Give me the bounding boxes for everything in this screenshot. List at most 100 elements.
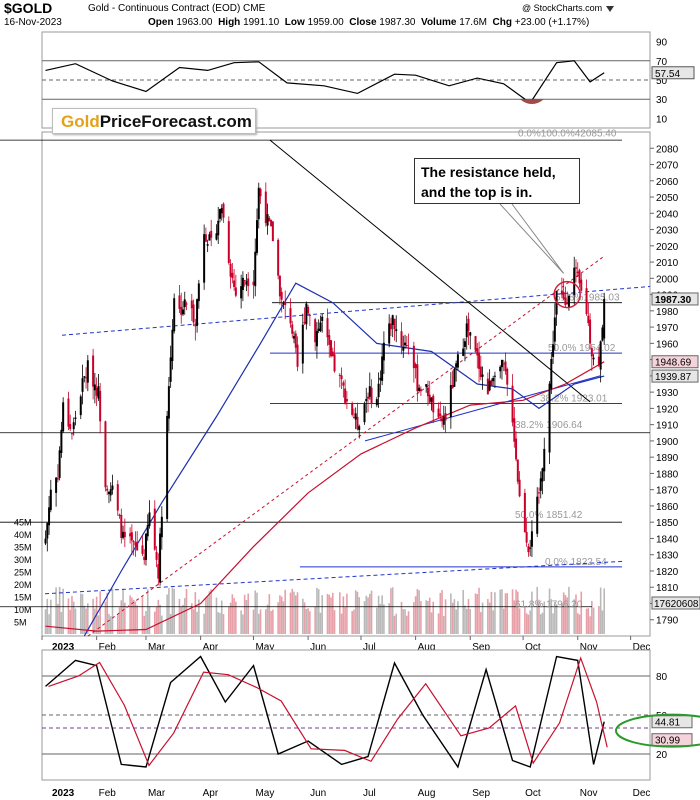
candle-body [266,214,269,226]
price-tick-label-21: 2000 [656,274,679,285]
stoch-x-label-8: Sep [472,788,490,799]
volume-bar [363,601,366,634]
candle-body [85,377,88,379]
stoch-d-line [48,656,608,767]
open-value: 1963.00 [176,17,213,28]
candle-body [167,386,170,419]
volume-bar [233,598,235,634]
volume-bar [592,607,595,634]
candle-body [123,531,126,538]
chart-date: 16-Nov-2023 [4,17,62,28]
volume-bar [326,593,329,634]
stoch-x-label-7: Aug [418,788,436,799]
candle-body [453,368,456,387]
candle-body [550,358,553,389]
stockcharts-credit[interactable]: @ StockCharts.com [522,3,615,13]
candle-body [204,234,207,242]
stoch-x-label-3: Apr [203,788,219,799]
candle-body [116,484,119,511]
candle-body [222,203,225,218]
volume-bar [46,598,49,634]
volume-bar [481,602,484,634]
volume-bar [562,592,565,634]
green-highlight-ellipse [615,713,700,748]
candle-body [321,316,324,322]
candle-body [143,556,146,561]
volume-bar [552,613,554,634]
volume-bar [124,602,126,634]
volume-bar [303,602,306,634]
volume-bar [268,594,271,634]
candle-body [474,336,477,351]
candle-body [181,309,184,315]
dropdown-arrow-icon[interactable] [606,5,615,12]
logo-gold: Gold [61,112,100,131]
stoch-tick-label-2: 80 [656,672,668,683]
volume-bar [568,586,570,634]
candle-body [86,360,89,383]
volume-bar [487,599,489,634]
candle-body [233,280,236,288]
candle-body [506,369,509,385]
candle-body [340,375,343,380]
volume-bar [328,594,331,634]
volume-value: 17.6M [459,17,487,28]
volume-bar [302,598,304,634]
logo-priceforecast: PriceForecast.com [99,112,252,131]
volume-bar [219,612,221,634]
candle-body [48,507,51,526]
candle-body [523,492,526,533]
volume-bar [92,598,94,634]
candle-body [338,374,341,376]
volume-bar [450,593,452,634]
candle-body [218,208,221,219]
candle-body [120,515,123,538]
fib-label-5: 0.0% 1822.54 [545,557,607,568]
rsi-tick-label-0: 10 [656,114,668,125]
rsi-last-value: 57.54 [655,69,680,80]
candle-body [449,385,452,418]
volume-bar [111,588,114,634]
volume-bar [67,598,70,634]
volume-bar [418,590,420,634]
candle-body [552,344,555,357]
candle-body [256,220,259,253]
downtrend-line [269,139,591,403]
rsi-tick-label-2: 50 [656,76,668,87]
volume-bar [83,605,86,634]
candle-body [289,308,292,324]
candle-body [144,533,147,560]
volume-bar [72,601,75,634]
candle-body [382,342,385,361]
candle-body [548,383,551,453]
stoch-value-1: 44.81 [655,718,680,729]
volume-bar [50,599,52,634]
volume-label: Volume [421,17,457,28]
stoch-x-label-4: May [255,788,274,799]
candle-body [97,386,100,399]
candle-body [206,244,209,246]
candle-body [192,304,195,323]
volume-bar [543,601,546,634]
volume-bar [134,601,137,634]
candle-body [467,318,470,332]
candle-body [430,397,433,402]
candle-body [215,233,218,240]
candle-body [315,330,318,347]
candle-body [243,279,246,281]
price-tick-label-11: 1900 [656,437,679,448]
candle-body [465,323,468,338]
volume-bar [566,597,568,634]
volume-bar [141,596,144,634]
candle-body [391,315,394,325]
x-tick-label-7: Aug [418,642,436,653]
open-label: Open [148,17,174,28]
candle-body [62,402,65,432]
candle-body [500,359,503,368]
volume-bar [69,609,71,634]
candle-body [363,404,366,423]
price-tick-label-14: 1930 [656,388,679,399]
red-dashed-trend [87,255,606,637]
candle-body [456,354,459,368]
x-tick-label-5: Jun [310,642,326,653]
